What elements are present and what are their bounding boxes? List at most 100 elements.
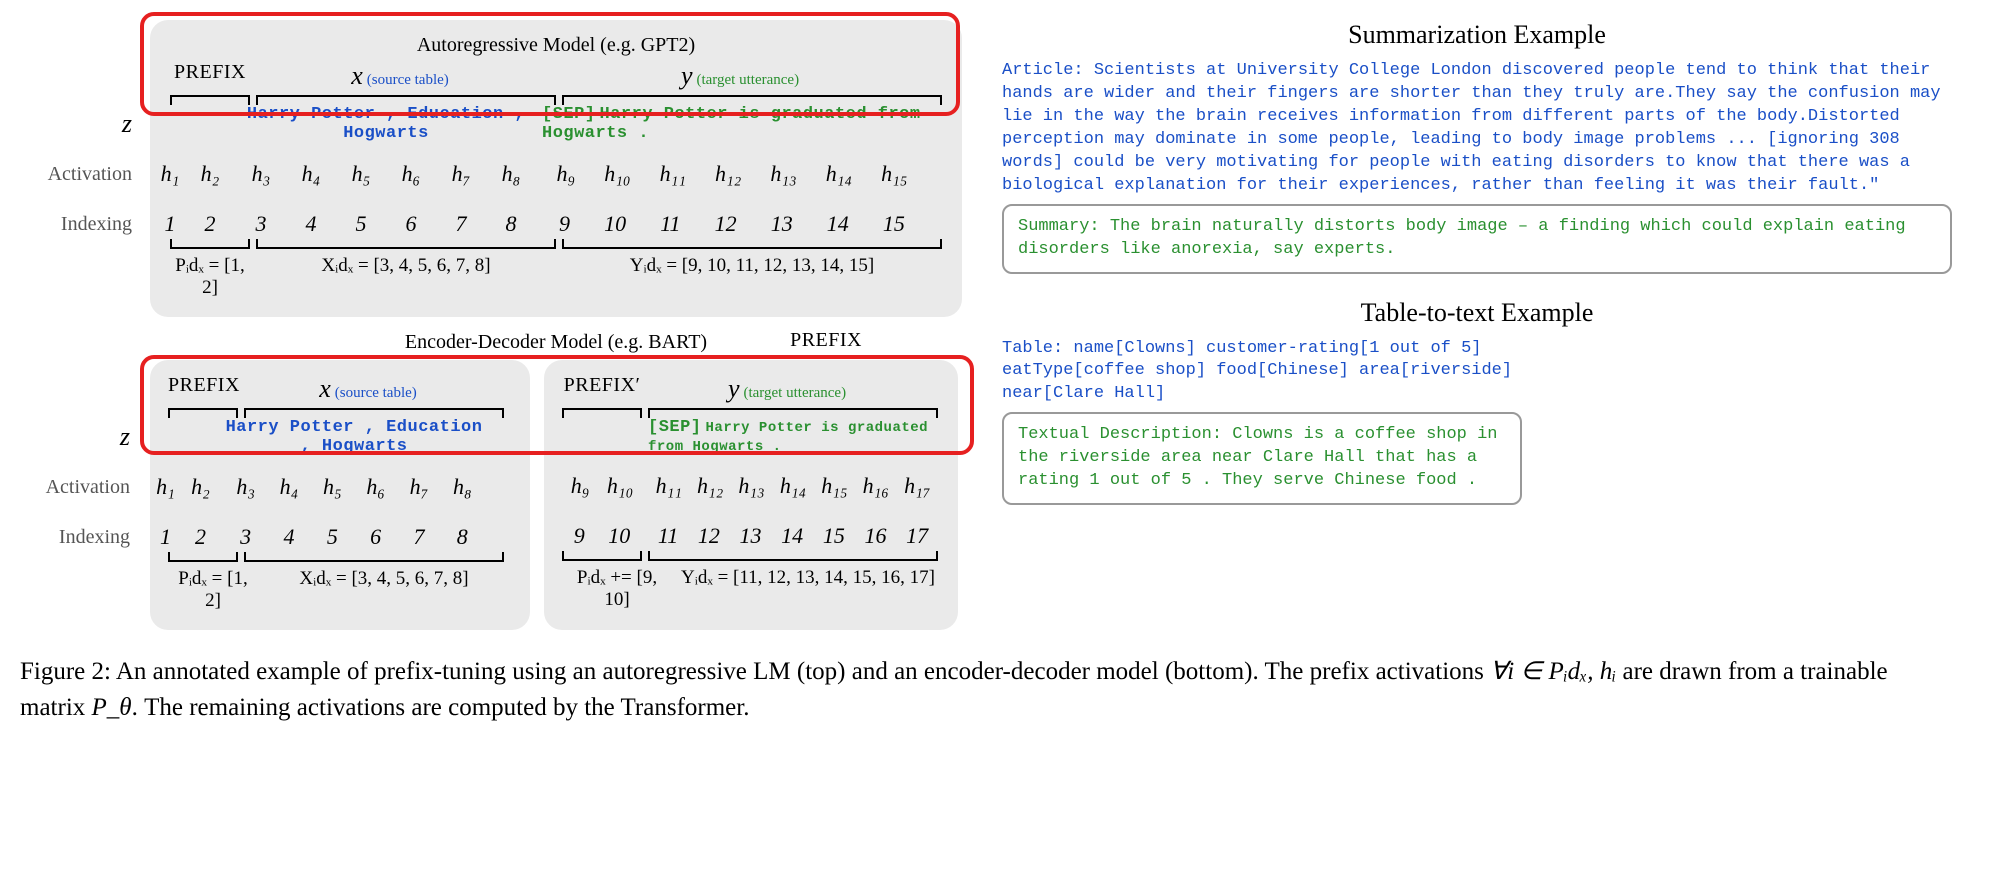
ar-x-ann: (source table)	[367, 72, 449, 88]
token: 12	[715, 211, 737, 237]
token: h₁₁	[656, 473, 682, 499]
encdec-right-y-sym: y	[728, 374, 740, 403]
token: 4	[283, 524, 294, 550]
token: h₁₃	[770, 161, 796, 187]
encdec-right-pidx: Pᵢdₓ += [9, 10]	[562, 567, 672, 611]
token: 13	[740, 523, 762, 549]
ar-index-tokens: 123456789101112131415	[150, 211, 922, 237]
encdec-right-yidx: Yᵢdₓ = [11, 12, 13, 14, 15, 16, 17]	[678, 567, 938, 611]
encdec-two-panel: PREFIX x (source table) z Harry Potter ,…	[150, 360, 962, 630]
encdec-left-x-ann: (source table)	[335, 385, 417, 401]
token: 1	[160, 524, 171, 550]
encdec-left-formulas: Pᵢdₓ = [1, 2] Xᵢdₓ = [3, 4, 5, 6, 7, 8]	[168, 562, 512, 612]
ar-activation-label: Activation	[40, 163, 150, 186]
token: h₃	[252, 161, 271, 187]
summarization-article: Article: Scientists at University Colleg…	[1002, 60, 1952, 198]
left-column: Autoregressive Model (e.g. GPT2) PREFIX …	[20, 20, 962, 630]
encdec-left-acts: h₁h₂h₃h₄h₅h₆h₇h₈	[148, 474, 492, 500]
ar-prefix-label: PREFIX	[174, 61, 246, 83]
encdec-idx-label: Indexing	[38, 526, 148, 549]
figure-container: Autoregressive Model (e.g. GPT2) PREFIX …	[20, 20, 1984, 630]
encdec-left-x-sym: x	[319, 374, 331, 403]
encdec-right-formulas: Pᵢdₓ += [9, 10] Yᵢdₓ = [11, 12, 13, 14, …	[562, 561, 940, 611]
encdec-left-act-row: Activation h₁h₂h₃h₄h₅h₆h₇h₈	[168, 472, 512, 502]
ar-bracket-top-row	[170, 95, 942, 105]
token: 9	[574, 523, 585, 549]
ar-z-label: z	[40, 109, 150, 139]
token: h₁₅	[821, 473, 847, 499]
token: 7	[456, 211, 467, 237]
ar-y-header: y (target utterance)	[550, 61, 930, 91]
token: 3	[240, 524, 251, 550]
token: 5	[356, 211, 367, 237]
encdec-z-label: z	[38, 422, 148, 452]
caption-text3: . The remaining activations are computed…	[132, 694, 750, 721]
encdec-right-idx-row: 91011121314151617	[562, 521, 940, 551]
token: h₉	[571, 473, 590, 499]
encdec-left-idx-row: Indexing 12345678	[168, 522, 512, 552]
encdec-right-token-row: [SEP] Harry Potter is graduated from Hog…	[562, 418, 940, 455]
table2text-body: Table: name[Clowns] customer-rating[1 ou…	[1002, 338, 1522, 506]
token: h₃	[236, 474, 255, 500]
ar-target-tokens: Harry Potter is graduated from Hogwarts …	[542, 105, 921, 143]
encdec-right-prefix-label: PREFIX′	[564, 374, 641, 396]
encdec-act-label: Activation	[38, 476, 148, 499]
ar-x-header: x (source table)	[250, 61, 550, 91]
encdec-right-panel: PREFIX′ y (target utterance) [SEP] Harry…	[544, 360, 958, 630]
encdec-title-main: Encoder-Decoder Model	[405, 331, 603, 353]
ar-token-line: Harry Potter , Education , Hogwarts [SEP…	[150, 105, 922, 143]
token: 12	[698, 523, 720, 549]
table2text-desc: Textual Description: Clowns is a coffee …	[1018, 424, 1506, 493]
ar-z-row: z Harry Potter , Education , Hogwarts [S…	[170, 105, 942, 143]
summarization-example: Summarization Example Article: Scientist…	[1002, 20, 1952, 274]
ar-title-main: Autoregressive Model	[417, 34, 595, 56]
encdec-right-prefix-top: PREFIX	[790, 329, 862, 352]
ar-x-sym: x	[351, 61, 363, 90]
ar-pidx: Pᵢdₓ = [1, 2]	[170, 255, 250, 299]
token: h₁₂	[697, 473, 723, 499]
ar-prefix-header: PREFIX	[170, 61, 250, 91]
token: 14	[827, 211, 849, 237]
token: h₁₄	[780, 473, 806, 499]
token: h₁₄	[826, 161, 852, 187]
ar-title: Autoregressive Model (e.g. GPT2)	[170, 34, 942, 57]
token: 11	[660, 211, 680, 237]
token: h₂	[201, 161, 220, 187]
ar-title-paren: (e.g. GPT2)	[600, 34, 695, 56]
token: 6	[406, 211, 417, 237]
table2text-example: Table-to-text Example Table: name[Clowns…	[1002, 298, 1952, 506]
encdec-diagram: Encoder-Decoder Model (e.g. BART) PREFIX…	[150, 331, 962, 630]
token: 2	[195, 524, 206, 550]
token: 13	[771, 211, 793, 237]
ar-source-tokens: Harry Potter , Education , Hogwarts	[247, 105, 525, 143]
token: 16	[864, 523, 886, 549]
token: h₈	[453, 474, 472, 500]
token: 2	[205, 211, 216, 237]
token: 9	[559, 211, 570, 237]
token: 10	[604, 211, 626, 237]
autoregressive-diagram: Autoregressive Model (e.g. GPT2) PREFIX …	[150, 20, 962, 317]
caption-text1: An annotated example of prefix-tuning us…	[111, 658, 1490, 685]
ar-sep: [SEP]	[542, 105, 596, 124]
token: h₅	[352, 161, 371, 187]
token: h₄	[280, 474, 299, 500]
ar-y-sym: y	[681, 61, 693, 90]
token: h₁₇	[904, 473, 930, 499]
encdec-right-sep: [SEP]	[648, 418, 702, 437]
token: h₆	[366, 474, 385, 500]
token: h₁₀	[607, 473, 633, 499]
summarization-summary: Summary: The brain naturally distorts bo…	[1018, 216, 1936, 262]
encdec-left-header: PREFIX x (source table)	[168, 374, 512, 404]
token: h₇	[452, 161, 471, 187]
token: h₇	[410, 474, 429, 500]
table2text-table: Table: name[Clowns] customer-rating[1 ou…	[1002, 338, 1522, 407]
token: 10	[608, 523, 630, 549]
ar-activation-row: Activation h₁h₂h₃h₄h₅h₆h₇h₈h₉h₁₀h₁₁h₁₂h₁…	[170, 159, 942, 189]
encdec-left-prefix-label: PREFIX	[168, 374, 240, 396]
encdec-left-bracket-top	[168, 408, 512, 418]
token: 15	[823, 523, 845, 549]
table2text-title: Table-to-text Example	[1002, 298, 1952, 328]
token: h₈	[502, 161, 521, 187]
token: h₁	[156, 474, 175, 500]
encdec-left-idx: 12345678	[148, 524, 492, 550]
